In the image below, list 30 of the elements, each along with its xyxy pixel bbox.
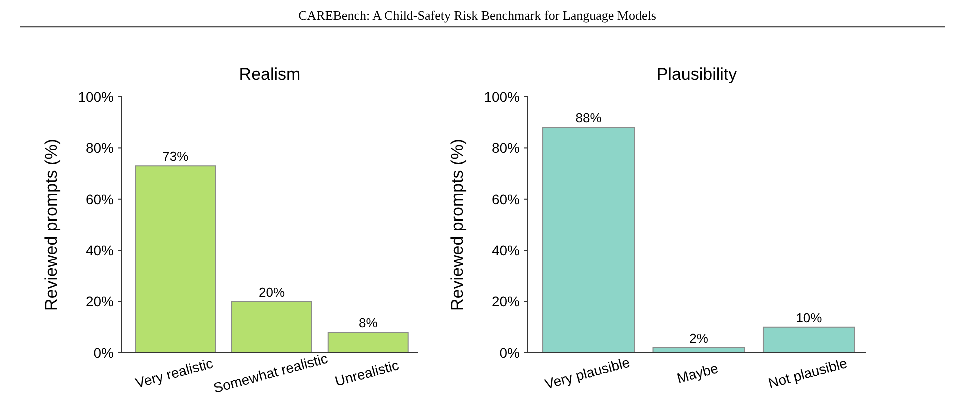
y-tick-label: 80% [492, 140, 520, 156]
data-label: 73% [162, 149, 190, 164]
y-tick-label: 40% [86, 242, 114, 258]
y-tick-label: 60% [492, 191, 520, 208]
bar [542, 127, 636, 354]
y-tick-label: 100% [484, 88, 520, 105]
y-tick-label: 0% [500, 344, 520, 361]
data-label: 2% [690, 330, 709, 346]
chart-title: Plausibility [656, 65, 738, 84]
y-tick-label: 60% [86, 191, 114, 208]
y-tick-label: 20% [492, 294, 520, 310]
data-label: 20% [258, 284, 286, 300]
bar [135, 166, 216, 354]
y-axis-title: Reviewed prompts (%) [448, 139, 467, 311]
chart-title: Realism [239, 65, 301, 84]
y-tick-label: 80% [86, 140, 114, 156]
y-tick-label: 100% [78, 88, 114, 105]
data-label: 88% [576, 110, 602, 126]
y-tick-label: 20% [86, 294, 114, 310]
y-axis-title: Reviewed prompts (%) [42, 139, 61, 311]
data-label: 8% [358, 316, 378, 331]
y-tick-label: 0% [94, 344, 114, 361]
x-tick-label: Maybe [675, 360, 720, 386]
bar [762, 326, 856, 354]
x-tick-label: Very realistic [134, 355, 215, 392]
data-label: 10% [796, 310, 823, 326]
bar [232, 301, 312, 354]
y-tick-label: 40% [492, 242, 520, 258]
text: CAREBench: A Child-Safety Risk Benchmark for Language Models [298, 8, 656, 23]
bar [328, 332, 409, 354]
